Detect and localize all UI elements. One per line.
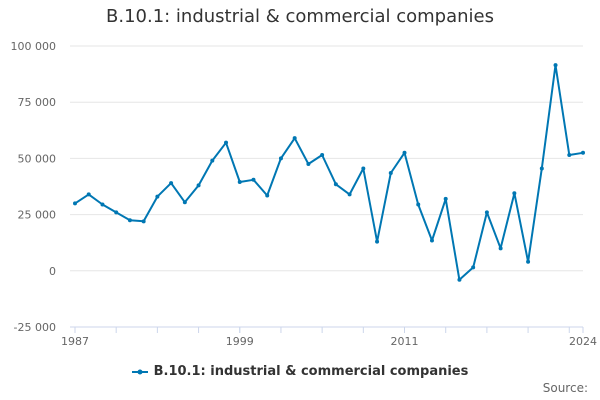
data-point[interactable] <box>237 180 242 185</box>
legend-item[interactable]: B.10.1: industrial & commercial companie… <box>131 364 469 379</box>
y-tick-label: 100 000 <box>11 40 57 53</box>
data-point[interactable] <box>347 192 352 197</box>
data-point[interactable] <box>416 202 421 207</box>
legend: B.10.1: industrial & commercial companie… <box>0 364 600 382</box>
data-point[interactable] <box>443 196 448 201</box>
legend-line-marker-icon <box>131 369 148 374</box>
y-tick-label: 50 000 <box>18 152 57 165</box>
data-point[interactable] <box>553 63 558 68</box>
data-point[interactable] <box>251 177 256 182</box>
data-point[interactable] <box>471 265 476 270</box>
gridlines <box>70 45 583 328</box>
data-point[interactable] <box>306 162 311 167</box>
data-point[interactable] <box>457 277 462 282</box>
y-tick-label: 75 000 <box>18 96 57 109</box>
data-point[interactable] <box>388 171 393 176</box>
source-label: Source: <box>542 381 588 395</box>
data-point[interactable] <box>498 246 503 251</box>
data-point[interactable] <box>320 153 325 158</box>
data-point[interactable] <box>567 153 572 158</box>
data-point[interactable] <box>169 181 174 186</box>
data-point[interactable] <box>402 150 407 155</box>
data-point[interactable] <box>196 183 201 188</box>
data-point[interactable] <box>182 200 187 205</box>
data-point[interactable] <box>429 238 434 243</box>
data-point[interactable] <box>539 166 544 171</box>
y-tick-label: 25 000 <box>18 209 57 222</box>
x-tick-label: 2011 <box>391 335 419 348</box>
data-point[interactable] <box>375 239 380 244</box>
data-point[interactable] <box>114 210 119 215</box>
x-tick-label: 1999 <box>226 335 254 348</box>
data-point[interactable] <box>512 191 517 196</box>
data-point[interactable] <box>73 201 77 206</box>
chart-title: B.10.1: industrial & commercial companie… <box>106 6 494 27</box>
data-point[interactable] <box>141 219 146 224</box>
series-line <box>74 64 584 281</box>
data-point[interactable] <box>333 182 338 187</box>
legend-label: B.10.1: industrial & commercial companie… <box>153 364 469 379</box>
x-tick-label: 1987 <box>61 335 89 348</box>
data-point[interactable] <box>526 259 531 264</box>
x-tick-label: 2024 <box>569 335 597 348</box>
y-tick-label: -25 000 <box>14 321 56 334</box>
data-point[interactable] <box>86 192 91 197</box>
data-point[interactable] <box>127 218 132 223</box>
data-point[interactable] <box>581 150 585 155</box>
data-point[interactable] <box>155 194 160 199</box>
x-axis: 1987 1999 2011 2024 <box>61 326 597 348</box>
y-tick-label: 0 <box>49 265 56 278</box>
data-point[interactable] <box>292 136 297 141</box>
data-point[interactable] <box>100 202 105 207</box>
data-point[interactable] <box>278 156 283 161</box>
data-point[interactable] <box>210 158 215 163</box>
data-point[interactable] <box>361 166 366 171</box>
data-point[interactable] <box>224 140 229 145</box>
data-point[interactable] <box>265 193 270 198</box>
y-axis: -25 000 0 25 000 50 000 75 000 100 000 <box>11 40 57 334</box>
series-layer <box>73 63 585 282</box>
data-point[interactable] <box>484 210 489 215</box>
